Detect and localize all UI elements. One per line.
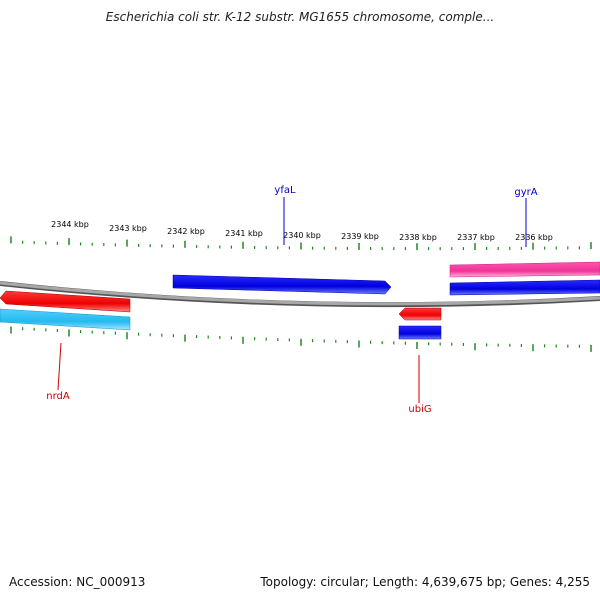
backbone xyxy=(0,281,600,306)
gene-label-ubiG[interactable]: ubiG xyxy=(408,404,431,415)
feature-gyrA[interactable] xyxy=(449,279,600,296)
scale-label: 2343 kbp xyxy=(109,224,147,233)
scale-label: 2336 kbp xyxy=(515,233,553,242)
leader-nrdA xyxy=(57,342,62,391)
scale-label: 2344 kbp xyxy=(51,220,89,229)
scale-label: 2339 kbp xyxy=(341,232,379,241)
scale-ticks-outer xyxy=(10,236,592,251)
label-leaders xyxy=(57,197,527,403)
scale-label: 2338 kbp xyxy=(399,233,437,242)
scale-labels: 2344 kbp 2343 kbp 2342 kbp 2341 kbp 2340… xyxy=(51,220,553,242)
feature-yfaL[interactable] xyxy=(172,274,392,295)
scale-label: 2340 kbp xyxy=(283,231,321,240)
gene-label-yfaL[interactable]: yfaL xyxy=(274,185,296,196)
gene-label-nrdA[interactable]: nrdA xyxy=(46,391,70,402)
feature-nrdA-rna[interactable] xyxy=(0,308,131,331)
scale-label: 2337 kbp xyxy=(457,233,495,242)
map-title: Escherichia coli str. K-12 substr. MG165… xyxy=(105,10,495,24)
summary-text: Topology: circular; Length: 4,639,675 bp… xyxy=(260,575,590,589)
scale-label: 2341 kbp xyxy=(225,229,263,238)
feature-ubiG-second[interactable] xyxy=(398,325,442,340)
gene-labels: yfaL gyrA nrdA ubiG xyxy=(46,185,538,415)
scale-ticks-inner xyxy=(10,326,592,352)
feature-nrdA[interactable] xyxy=(0,290,131,313)
feature-gyrA-rna[interactable] xyxy=(449,261,600,278)
gene-label-gyrA[interactable]: gyrA xyxy=(514,187,537,198)
feature-ubiG[interactable] xyxy=(398,307,442,321)
scale-label: 2342 kbp xyxy=(167,227,205,236)
accession-text: Accession: NC_000913 xyxy=(9,575,146,589)
